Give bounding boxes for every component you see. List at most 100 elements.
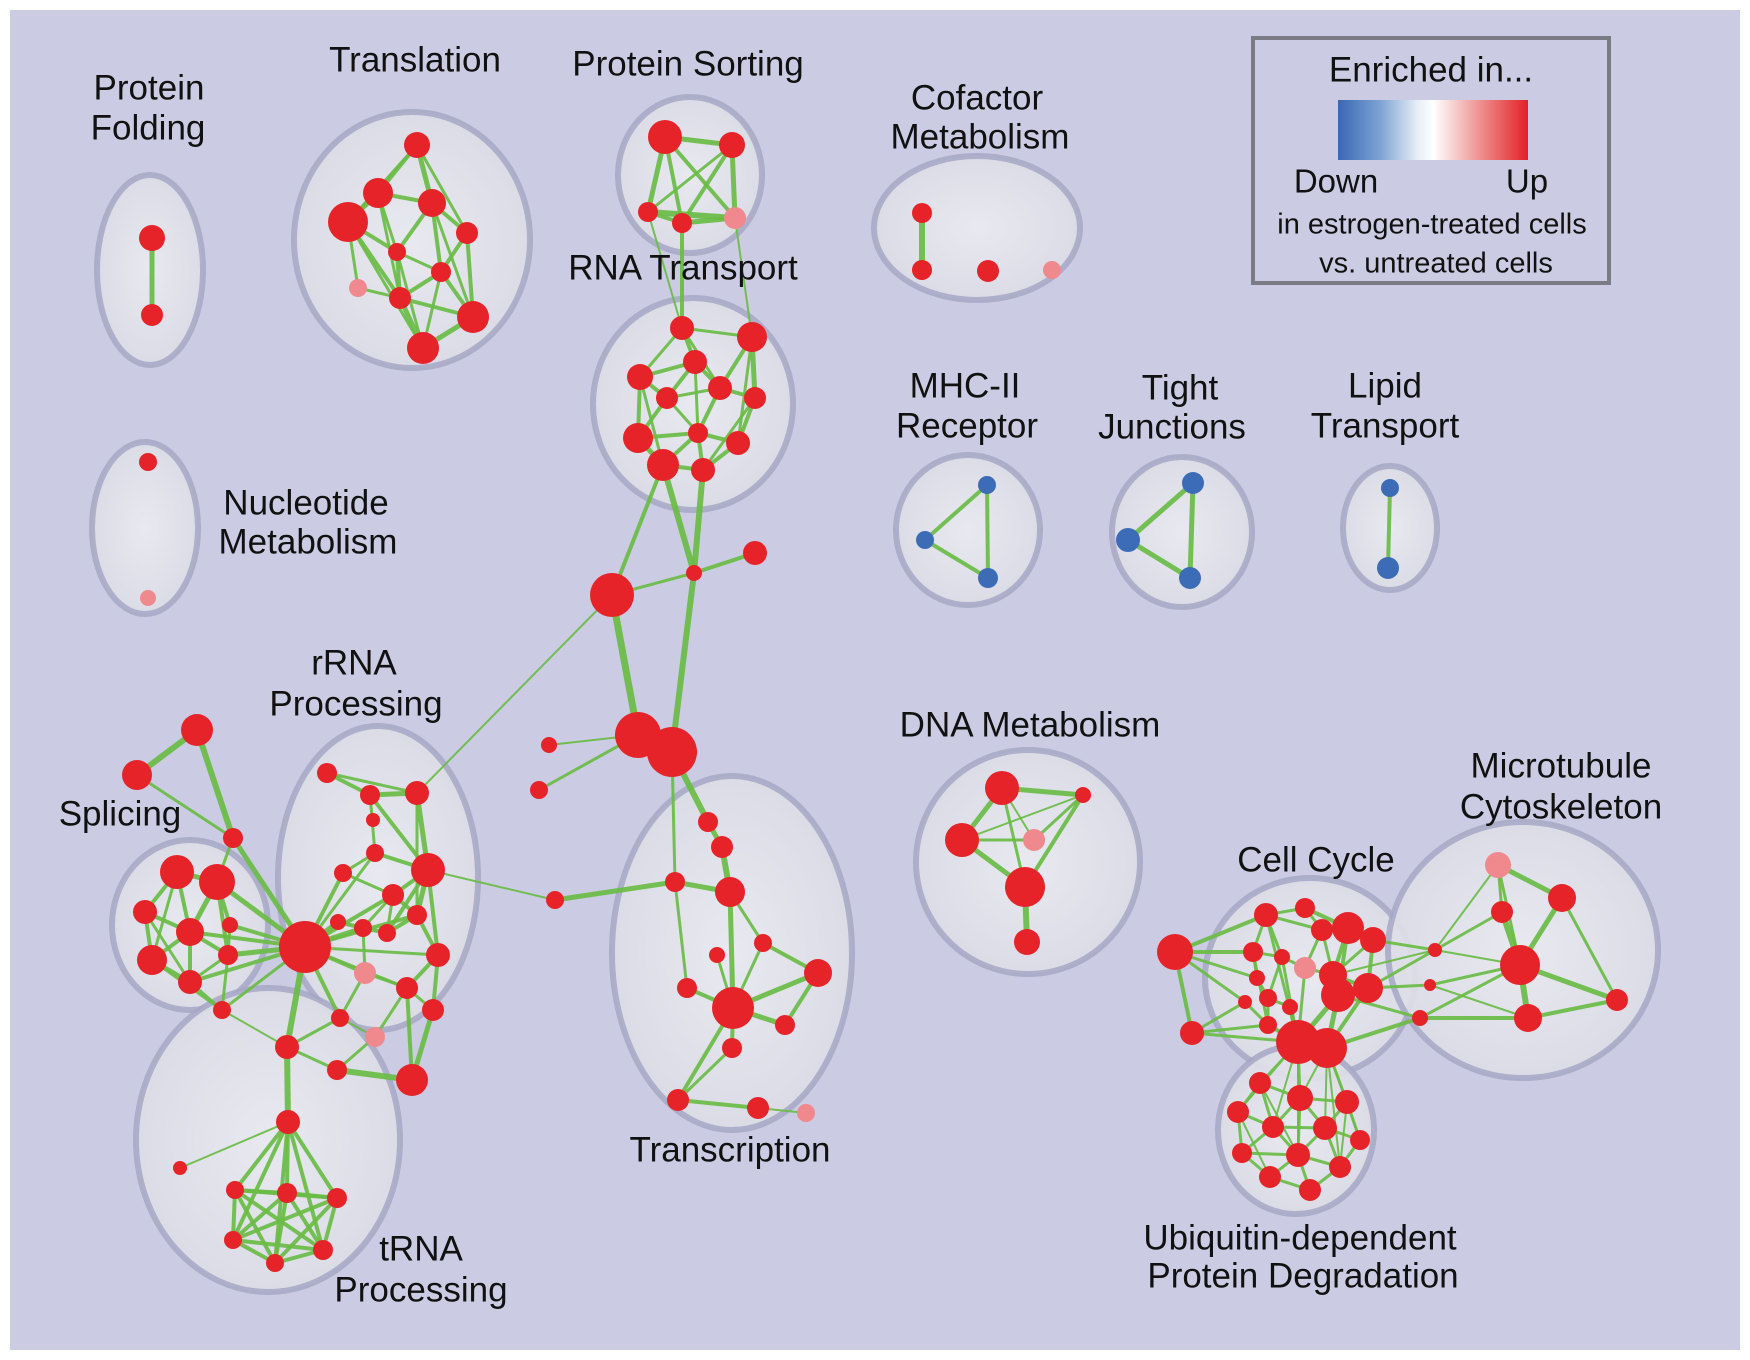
gene-set-node[interactable] [426,943,450,967]
gene-set-node[interactable] [737,322,767,352]
gene-set-node[interactable] [178,970,202,994]
gene-set-node[interactable] [141,304,163,326]
gene-set-node[interactable] [1243,942,1263,962]
gene-set-node[interactable] [912,260,932,280]
gene-set-node[interactable] [1360,927,1386,953]
gene-set-node[interactable] [977,260,999,282]
gene-set-node[interactable] [330,914,346,930]
gene-set-node[interactable] [1299,1179,1321,1201]
gene-set-node[interactable] [160,855,194,889]
gene-set-node[interactable] [1282,999,1298,1015]
gene-set-node[interactable] [1157,934,1193,970]
gene-set-node[interactable] [457,301,489,333]
gene-set-node[interactable] [133,900,157,924]
gene-set-node[interactable] [1259,1016,1277,1034]
gene-set-node[interactable] [1329,1156,1351,1178]
gene-set-node[interactable] [176,918,204,946]
gene-set-node[interactable] [366,844,384,862]
gene-set-node[interactable] [1254,903,1278,927]
gene-set-node[interactable] [722,1038,742,1058]
gene-set-node[interactable] [418,189,446,217]
gene-set-node[interactable] [945,823,979,857]
gene-set-node[interactable] [139,453,157,471]
gene-set-node[interactable] [1491,901,1513,923]
gene-set-node[interactable] [317,763,337,783]
gene-set-node[interactable] [1287,1085,1313,1111]
gene-set-node[interactable] [638,202,658,222]
gene-set-node[interactable] [328,202,368,242]
gene-set-node[interactable] [1311,919,1333,941]
gene-set-node[interactable] [404,132,430,158]
gene-set-node[interactable] [698,812,718,832]
gene-set-node[interactable] [389,287,411,309]
gene-set-node[interactable] [797,1104,815,1122]
gene-set-node[interactable] [724,207,746,229]
gene-set-node[interactable] [712,987,754,1029]
gene-set-node[interactable] [656,387,678,409]
gene-set-node[interactable] [726,431,750,455]
gene-set-node[interactable] [541,737,557,753]
gene-set-node[interactable] [382,884,404,906]
gene-set-node[interactable] [1313,1116,1337,1140]
gene-set-node[interactable] [354,962,376,984]
gene-set-node[interactable] [1424,979,1436,991]
gene-set-node[interactable] [407,332,439,364]
gene-set-node[interactable] [708,376,732,400]
gene-set-node[interactable] [1182,472,1204,494]
gene-set-node[interactable] [1353,973,1383,1003]
gene-set-node[interactable] [1274,949,1290,965]
gene-set-node[interactable] [1075,787,1091,803]
gene-set-node[interactable] [747,1097,769,1119]
gene-set-node[interactable] [985,771,1019,805]
gene-set-node[interactable] [411,853,445,887]
gene-set-node[interactable] [1259,1166,1281,1188]
gene-set-node[interactable] [396,1064,428,1096]
gene-set-node[interactable] [1307,1028,1347,1068]
gene-set-node[interactable] [313,1240,333,1260]
gene-set-node[interactable] [1249,1072,1271,1094]
gene-set-node[interactable] [181,714,213,746]
gene-set-node[interactable] [405,781,429,805]
gene-set-node[interactable] [226,1181,244,1199]
gene-set-node[interactable] [140,590,156,606]
gene-set-node[interactable] [709,947,725,963]
gene-set-node[interactable] [711,836,733,858]
gene-set-node[interactable] [1116,528,1140,552]
gene-set-node[interactable] [744,387,766,409]
gene-set-node[interactable] [683,350,707,374]
gene-set-node[interactable] [719,132,745,158]
gene-set-node[interactable] [1180,1021,1204,1045]
gene-set-node[interactable] [1514,1004,1542,1032]
gene-set-node[interactable] [365,1027,385,1047]
gene-set-node[interactable] [396,977,418,999]
gene-set-node[interactable] [456,222,478,244]
gene-set-node[interactable] [213,1001,231,1019]
gene-set-node[interactable] [122,760,152,790]
gene-set-node[interactable] [667,1089,689,1111]
gene-set-node[interactable] [677,978,697,998]
gene-set-node[interactable] [1350,1130,1370,1150]
gene-set-node[interactable] [431,262,451,282]
gene-set-node[interactable] [691,458,715,482]
gene-set-node[interactable] [1023,829,1045,851]
gene-set-node[interactable] [199,864,235,900]
gene-set-node[interactable] [804,959,832,987]
gene-set-node[interactable] [276,1110,300,1134]
gene-set-node[interactable] [715,877,745,907]
gene-set-node[interactable] [912,203,932,223]
gene-set-node[interactable] [775,1015,795,1035]
gene-set-node[interactable] [530,781,548,799]
gene-set-node[interactable] [378,924,396,942]
gene-set-node[interactable] [1232,1143,1252,1163]
gene-set-node[interactable] [743,541,767,565]
gene-set-node[interactable] [388,243,406,261]
gene-set-node[interactable] [327,1060,347,1080]
gene-set-node[interactable] [218,945,238,965]
gene-set-node[interactable] [1381,479,1399,497]
gene-set-node[interactable] [686,565,702,581]
gene-set-node[interactable] [1227,1101,1249,1123]
gene-set-node[interactable] [407,905,427,925]
gene-set-node[interactable] [173,1161,187,1175]
gene-set-node[interactable] [1548,884,1576,912]
gene-set-node[interactable] [137,945,167,975]
